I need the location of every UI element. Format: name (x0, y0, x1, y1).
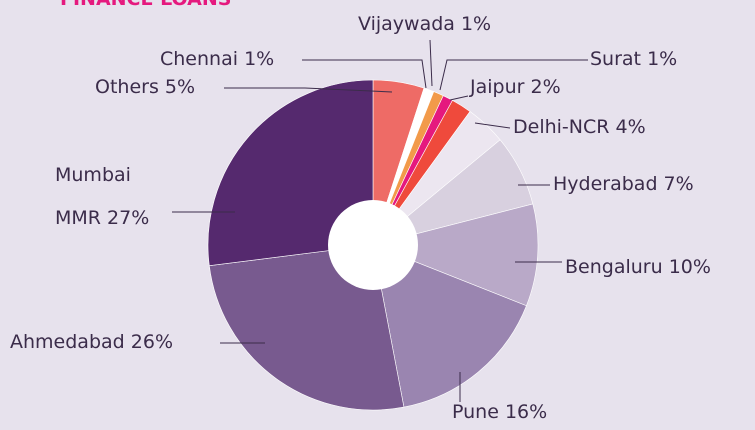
slice-label: Hyderabad 7% (553, 173, 694, 195)
category-label: Surat (590, 48, 642, 70)
category-label: Jaipur (470, 76, 525, 98)
slice-label: Vijaywada 1% (358, 13, 491, 35)
value-label: 27% (107, 207, 150, 229)
slice-label: Pune 16% (452, 401, 547, 423)
leader-line (474, 122, 511, 129)
pie-slice (372, 244, 527, 408)
slice-label: Bengaluru 10% (565, 256, 711, 278)
slice-label: Chennai 1% (160, 48, 274, 70)
value-label: 1% (460, 13, 492, 35)
value-label: 5% (164, 76, 196, 98)
value-label: 7% (663, 173, 694, 195)
slice-label: Ahmedabad 26% (10, 331, 173, 353)
chart-title: FINANCE LOANS (60, 0, 231, 10)
pie-slice (207, 79, 374, 267)
value-label: 4% (615, 116, 646, 138)
slice-label: Delhi-NCR 4% (513, 116, 646, 138)
value-label: 10% (668, 256, 711, 278)
category-label: Bengaluru (565, 256, 663, 278)
value-label: 2% (530, 76, 561, 98)
category-label: Delhi-NCR (513, 116, 610, 138)
category-label: Hyderabad (553, 173, 658, 195)
leader-line (429, 39, 433, 87)
category-label: Ahmedabad (10, 331, 125, 353)
leader-line (449, 95, 469, 101)
slice-label: Surat 1% (590, 48, 677, 70)
donut-hole (328, 200, 418, 290)
pie-slice (372, 203, 539, 307)
category-label: Chennai (160, 48, 239, 70)
value-label: 26% (130, 331, 173, 353)
category-label: Vijaywada (358, 13, 455, 35)
value-label: 1% (647, 48, 678, 70)
leader-line (439, 59, 588, 91)
leader-line (302, 59, 427, 89)
slice-label: Others 5% (95, 76, 195, 98)
value-label: 1% (244, 48, 275, 70)
leader-line (224, 87, 393, 93)
category-label: Others (95, 76, 159, 98)
value-label: 16% (504, 401, 548, 423)
slice-label: Mumbai MMR 27% (55, 154, 170, 240)
category-label: Pune (452, 401, 499, 423)
category-label: Mumbai MMR (55, 164, 131, 229)
slice-label: Jaipur 2% (470, 76, 561, 98)
